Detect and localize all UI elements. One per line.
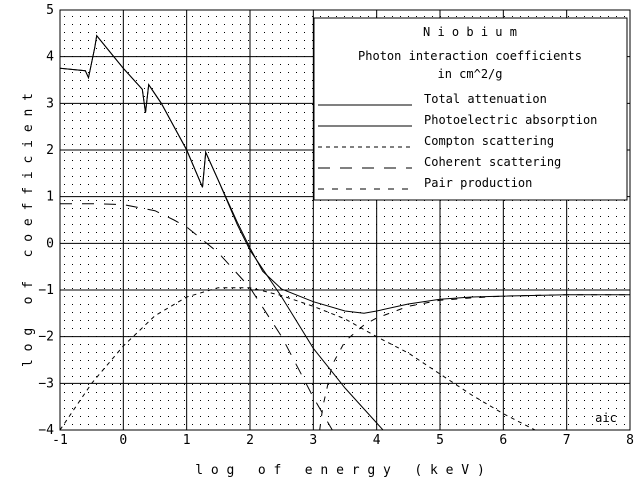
y-tick-label: −3 <box>38 376 54 391</box>
x-axis-label: l o g o f e n e r g y ( k e V ) <box>195 463 485 478</box>
x-tick-label: 8 <box>626 433 634 448</box>
x-tick-labels: -1 0 1 2 3 4 5 6 7 8 <box>52 433 634 448</box>
series-lines <box>59 34 630 431</box>
y-tick-label: 3 <box>46 96 54 111</box>
y-tick-labels: −4 −3 −2 −1 0 1 2 3 4 5 <box>38 3 54 438</box>
y-tick-label: 0 <box>46 236 54 251</box>
series-line-3 <box>59 287 536 431</box>
legend-items: Total attenuation Photoelectric absorptio… <box>318 92 597 190</box>
x-tick-label: 6 <box>499 433 507 448</box>
plot-frame <box>59 9 631 431</box>
legend-label-2: Photoelectric absorption <box>424 113 597 127</box>
x-tick-label: 3 <box>309 433 317 448</box>
y-tick-label: 2 <box>46 143 54 158</box>
legend-label-3: Compton scattering <box>424 134 554 148</box>
x-tick-label: 7 <box>563 433 571 448</box>
legend-label-4: Coherent scattering <box>424 155 561 169</box>
series-line-2 <box>59 34 384 431</box>
y-axis-label: l o g o f c o e f f i c i e n t <box>21 93 36 367</box>
y-tick-label: 4 <box>46 50 54 65</box>
legend-label-5: Pair production <box>424 176 532 190</box>
y-tick-label: 1 <box>46 190 54 205</box>
legend-subtitle-line2: in cm^2/g <box>437 67 502 81</box>
x-tick-label: 4 <box>373 433 381 448</box>
x-tick-label: 2 <box>246 433 254 448</box>
x-tick-label: 0 <box>119 433 127 448</box>
annotation-aic: aic <box>595 411 617 425</box>
y-tick-label: −1 <box>38 283 54 298</box>
y-tick-label: 5 <box>46 3 54 18</box>
legend-subtitle-line1: Photon interaction coefficients <box>358 49 582 63</box>
series-line-4 <box>60 203 333 431</box>
series-line-5 <box>319 294 630 431</box>
x-tick-label: -1 <box>52 433 68 448</box>
x-tick-label: 1 <box>183 433 191 448</box>
y-tick-label: −2 <box>38 330 54 345</box>
legend-box <box>313 17 628 201</box>
legend: N i o b i u m Photon interaction coeffic… <box>313 17 628 201</box>
legend-title: N i o b i u m <box>423 25 517 39</box>
y-tick-label: −4 <box>38 423 54 438</box>
legend-label-1: Total attenuation <box>424 92 547 106</box>
x-tick-label: 5 <box>436 433 444 448</box>
